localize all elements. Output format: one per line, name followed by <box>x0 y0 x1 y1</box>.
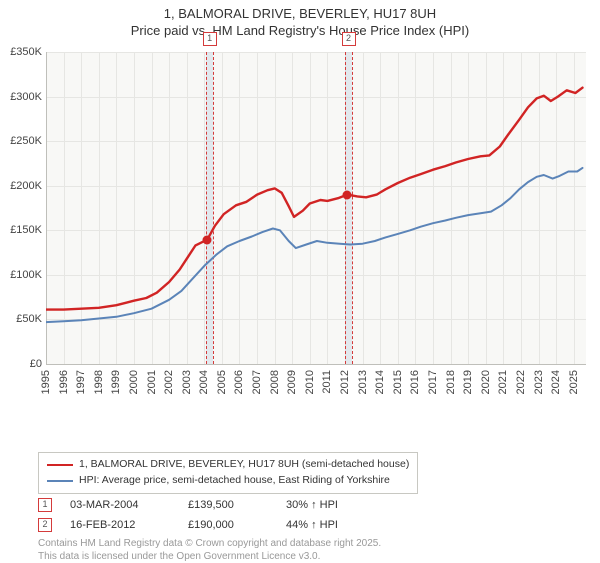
attribution: Contains HM Land Registry data © Crown c… <box>38 538 381 563</box>
x-tick-label: 2008 <box>269 370 281 394</box>
title-subtitle: Price paid vs. HM Land Registry's House … <box>0 23 600 40</box>
legend-row: HPI: Average price, semi-detached house,… <box>47 473 409 489</box>
x-tick-label: 2006 <box>233 370 245 394</box>
x-tick-label: 2025 <box>568 370 580 394</box>
x-tick-label: 1998 <box>93 370 105 394</box>
legend-label: 1, BALMORAL DRIVE, BEVERLEY, HU17 8UH (s… <box>79 457 409 473</box>
legend-swatch <box>47 464 73 466</box>
x-tick-label: 2015 <box>392 370 404 394</box>
sale-dot <box>203 235 212 244</box>
footnote-marker: 2 <box>38 518 52 532</box>
price-chart: £0£50K£100K£150K£200K£250K£300K£350K1995… <box>0 44 600 414</box>
chart-legend: 1, BALMORAL DRIVE, BEVERLEY, HU17 8UH (s… <box>38 452 418 494</box>
x-tick-label: 2010 <box>304 370 316 394</box>
x-tick-label: 2001 <box>146 370 158 394</box>
legend-swatch <box>47 480 73 482</box>
footnote-price: £139,500 <box>188 499 268 511</box>
x-tick-label: 2009 <box>286 370 298 394</box>
legend-row: 1, BALMORAL DRIVE, BEVERLEY, HU17 8UH (s… <box>47 457 409 473</box>
x-tick-label: 1996 <box>58 370 70 394</box>
footnote-date: 03-MAR-2004 <box>70 499 170 511</box>
x-tick-label: 2014 <box>374 370 386 394</box>
x-tick-label: 2016 <box>409 370 421 394</box>
title-address: 1, BALMORAL DRIVE, BEVERLEY, HU17 8UH <box>0 6 600 23</box>
footnote-date: 16-FEB-2012 <box>70 519 170 531</box>
plot-svg <box>0 44 586 364</box>
x-tick-label: 2012 <box>339 370 351 394</box>
x-tick-label: 2000 <box>128 370 140 394</box>
x-tick-label: 2007 <box>251 370 263 394</box>
x-tick-label: 2021 <box>497 370 509 394</box>
attribution-line1: Contains HM Land Registry data © Crown c… <box>38 538 381 551</box>
x-tick-label: 2011 <box>321 370 333 394</box>
attribution-line2: This data is licensed under the Open Gov… <box>38 551 381 563</box>
footnote-price: £190,000 <box>188 519 268 531</box>
footnote-row: 1 03-MAR-2004 £139,500 30% ↑ HPI <box>38 495 386 515</box>
x-tick-label: 1995 <box>40 370 52 394</box>
footnote-delta: 30% ↑ HPI <box>286 499 386 511</box>
x-tick-label: 2003 <box>181 370 193 394</box>
x-tick-label: 2004 <box>198 370 210 394</box>
x-tick-label: 2023 <box>533 370 545 394</box>
footnote-marker: 1 <box>38 498 52 512</box>
x-tick-label: 2002 <box>163 370 175 394</box>
series-price_paid <box>46 88 583 310</box>
axis-line <box>46 364 586 365</box>
x-tick-label: 1999 <box>110 370 122 394</box>
x-tick-label: 2019 <box>462 370 474 394</box>
x-tick-label: 2020 <box>480 370 492 394</box>
sale-dot <box>343 190 352 199</box>
series-hpi <box>46 168 583 322</box>
sale-footnotes: 1 03-MAR-2004 £139,500 30% ↑ HPI 2 16-FEB-201… <box>38 495 386 535</box>
footnote-row: 2 16-FEB-2012 £190,000 44% ↑ HPI <box>38 515 386 535</box>
footnote-delta: 44% ↑ HPI <box>286 519 386 531</box>
x-tick-label: 2017 <box>427 370 439 394</box>
x-tick-label: 2022 <box>515 370 527 394</box>
x-tick-label: 2024 <box>550 370 562 394</box>
x-tick-label: 1997 <box>75 370 87 394</box>
x-tick-label: 2005 <box>216 370 228 394</box>
x-tick-label: 2018 <box>445 370 457 394</box>
chart-title-block: 1, BALMORAL DRIVE, BEVERLEY, HU17 8UH Pr… <box>0 0 600 40</box>
x-tick-label: 2013 <box>357 370 369 394</box>
legend-label: HPI: Average price, semi-detached house,… <box>79 473 390 489</box>
